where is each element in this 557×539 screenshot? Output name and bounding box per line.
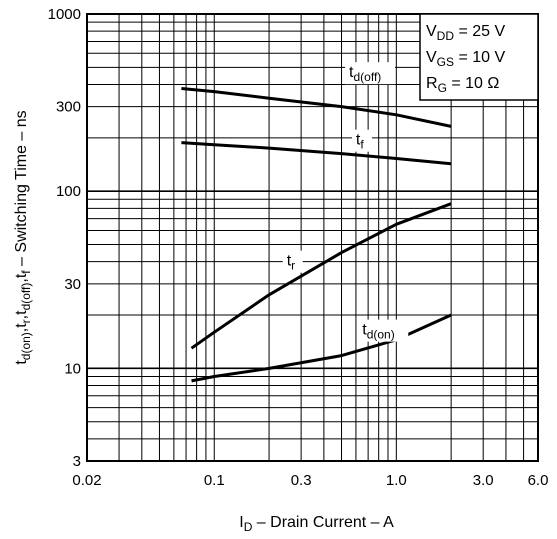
series-label-bg: [345, 62, 396, 85]
x-tick-label: 1.0: [386, 472, 407, 489]
x-axis-label: ID – Drain Current – A: [239, 514, 394, 534]
x-tick-label: 0.3: [291, 472, 312, 489]
y-tick-label: 1000: [48, 6, 81, 23]
series-label-bg: [351, 129, 372, 152]
x-tick-label: 0.02: [72, 472, 101, 489]
condition-text: VGS = 10 V: [426, 49, 505, 69]
y-tick-label: 30: [64, 276, 81, 293]
conditions-frame: [419, 13, 539, 101]
series-label: tf: [356, 132, 364, 152]
y-tick-label: 300: [56, 99, 81, 116]
y-axis-label: td(on),tr,td(off),tf – Switching Time – …: [13, 110, 33, 364]
series-line-3: [191, 313, 452, 383]
x-tick-label: 3.0: [473, 472, 494, 489]
series-label: td(on): [362, 322, 394, 342]
x-tick-label: 0.1: [204, 472, 225, 489]
series-line-0: [181, 87, 452, 128]
y-tick-label: 10: [64, 360, 81, 377]
x-tick-label: 6.0: [528, 472, 549, 489]
series-label: tr: [287, 253, 295, 273]
conditions-box: VDD = 25 V VGS = 10 V RG = 10 Ω: [419, 13, 539, 101]
plot-frame: [86, 13, 539, 462]
series-line-1: [181, 141, 452, 166]
series-label-bg: [282, 250, 303, 273]
series-line-2: [190, 202, 452, 350]
y-tick-label: 100: [56, 183, 81, 200]
tick-labels: 0.02 0.1 0.3 1.0 3.0 6.0 3 10 30 100 300 1000: [48, 6, 549, 489]
series-label-bg: [358, 319, 409, 342]
y-tick-label: 3: [73, 453, 81, 470]
condition-text: VDD = 25 V: [426, 23, 505, 43]
series-lines: td(off) tf tr td(on): [181, 62, 452, 383]
condition-text: RG = 10 Ω: [426, 75, 499, 95]
series-label: td(off): [349, 64, 381, 84]
